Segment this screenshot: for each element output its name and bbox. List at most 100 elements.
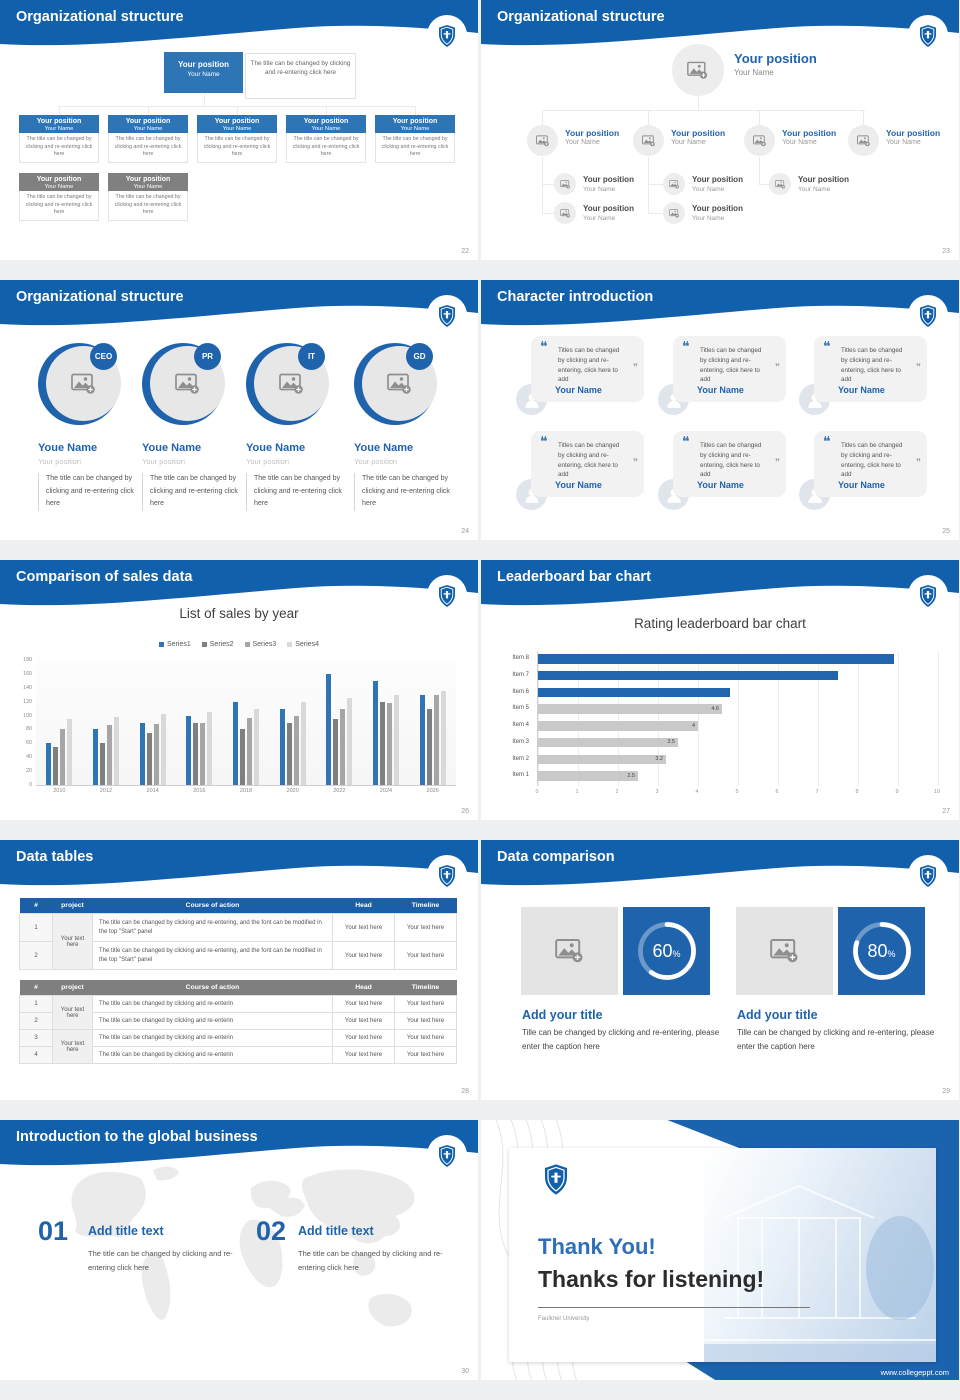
gridline (778, 652, 779, 786)
slide-26-thumbnail[interactable]: Comparison of sales data List of sales b… (0, 560, 478, 820)
connector-line (326, 106, 327, 115)
connector-line (648, 157, 649, 214)
bar-Series3-2012 (107, 725, 112, 785)
x-tick-label: 2026 (426, 788, 439, 794)
university-shield-icon (439, 865, 455, 887)
slide-23-thumbnail[interactable]: Organizational structure Your position Y… (481, 0, 959, 260)
timeline-cell: Your text here (394, 1029, 457, 1047)
connector-line (698, 97, 699, 110)
org-root-desc: The title can be changed by clicking and… (245, 53, 356, 99)
slide-22-thumbnail[interactable]: Organizational structure Your position Y… (0, 0, 478, 260)
legend-swatch (244, 642, 250, 647)
x-tick-label: 2014 (146, 788, 159, 794)
y-tick-label: 60 (26, 740, 32, 747)
org-node-name: Your Name (886, 139, 921, 146)
photo-placeholder (744, 125, 775, 156)
quote-text: Titles can be changed by clicking and re… (558, 347, 620, 384)
col-header: # (19, 980, 53, 996)
bar-Item 6 (538, 687, 730, 697)
gridline (698, 652, 699, 786)
org-node-position: Your position (565, 128, 620, 138)
member-position: Your position (38, 457, 82, 466)
org-subnode-position: Your position (583, 204, 634, 213)
x-tick-label: 5 (735, 789, 739, 795)
org-subnode-name: Your Name (583, 215, 616, 222)
slide-title: Introduction to the global business (16, 1129, 258, 1145)
connector-line (648, 184, 663, 185)
connector-line (148, 106, 149, 115)
y-tick-label: 180 (23, 657, 32, 663)
member-desc: The title can be changed by clicking and… (246, 473, 342, 511)
connector-line (59, 106, 60, 115)
y-tick-label: 80 (26, 726, 32, 733)
member-name: Youe Name (142, 442, 202, 454)
x-tick-label: 2012 (99, 788, 113, 794)
donut-80-box: 80% (838, 907, 925, 995)
slide-29-thumbnail[interactable]: Data comparison 60% Add your title Tille… (481, 840, 959, 1100)
image-placeholder-icon (668, 208, 679, 218)
course-cell: The title can be changed by clicking and… (92, 913, 333, 942)
timeline-cell: Your text here (394, 941, 457, 970)
x-tick-label: 2010 (53, 788, 66, 794)
member-position: Your position (246, 457, 290, 466)
image-placeholder-icon (774, 179, 785, 189)
org-node: Your position Your Name The title can be … (375, 115, 455, 164)
col-header: Timeline (394, 898, 457, 914)
col-header: project (52, 980, 93, 996)
slide-28-thumbnail[interactable]: Data tables # project Course of action H… (0, 840, 478, 1100)
photo-placeholder (848, 125, 879, 156)
org-node: Your position Your Name The title can be … (108, 173, 188, 222)
x-tick-label: 2 (615, 789, 619, 795)
org-root-position: Your position (734, 51, 817, 66)
gridline (578, 652, 579, 786)
x-tick-label: 0 (535, 789, 539, 795)
donut-60-box: 60% (623, 907, 710, 995)
quote-close-icon: ❞ (775, 362, 780, 372)
org-subnode-position: Your position (692, 175, 743, 184)
university-shield-icon (439, 305, 455, 327)
org-node-name: Your Name (44, 126, 74, 133)
slide-27-thumbnail[interactable]: Leaderboard bar chart Rating leaderboard… (481, 560, 959, 820)
y-tick-label: 160 (23, 670, 32, 677)
legend-item: Series1 (159, 641, 191, 648)
col-header: Course of action (92, 980, 333, 996)
org-node-desc: The title can be changed by clicking and… (375, 133, 455, 164)
page-number: 29 (942, 1088, 950, 1095)
slide-24-thumbnail[interactable]: Organizational structure CEO Youe Name Y… (0, 280, 478, 540)
x-tick-label: 2016 (193, 788, 206, 794)
table-row: 1 Your text here The title can be change… (19, 995, 457, 1030)
y-tick-label: 100 (23, 712, 32, 719)
x-tick-label: 3 (655, 789, 659, 795)
bar-Series4-2012 (114, 716, 119, 785)
course-cell: The title can be changed by clicking and… (92, 1029, 333, 1047)
page-number: 23 (942, 248, 950, 255)
thank-you-slide-thumbnail[interactable]: Thank You! Thanks for listening! Faulkne… (481, 1120, 959, 1380)
university-name: Faulkner University (538, 1316, 590, 1322)
thanks-for-listening-heading: Thanks for listening! (538, 1266, 765, 1292)
bar-Item 1: 2.5 (538, 771, 638, 781)
quote-open-icon: ❝ (540, 338, 548, 354)
slide-25-thumbnail[interactable]: Character introduction ❝ Titles can be c… (481, 280, 959, 540)
org-node-name: Your Name (44, 184, 74, 191)
quote-close-icon: ❞ (633, 457, 638, 467)
x-tick-label: 2022 (333, 788, 346, 794)
item-number: 02 (256, 1216, 287, 1246)
page-number: 25 (942, 528, 950, 535)
org-node-name: Your Name (671, 139, 706, 146)
legend-swatch (159, 642, 165, 647)
thank-you-heading: Thank You! (538, 1234, 656, 1259)
bar-Item 7 (538, 670, 838, 681)
university-shield-icon (920, 865, 936, 887)
gridline (898, 652, 899, 786)
org-node-position: Your position (214, 118, 260, 125)
slide-30-thumbnail[interactable]: Introduction to the global business 01 A… (0, 1120, 478, 1380)
connector-line (648, 213, 663, 214)
item-title: Add title text (298, 1224, 374, 1238)
connector-line (204, 93, 205, 106)
chart-title: Rating leaderboard bar chart (634, 616, 806, 631)
y-tick-label: 40 (26, 754, 32, 761)
image-placeholder-icon (535, 134, 549, 147)
university-shield-icon (920, 25, 936, 47)
bar-Series4-2014 (160, 714, 166, 785)
role-badge: IT (298, 343, 325, 370)
